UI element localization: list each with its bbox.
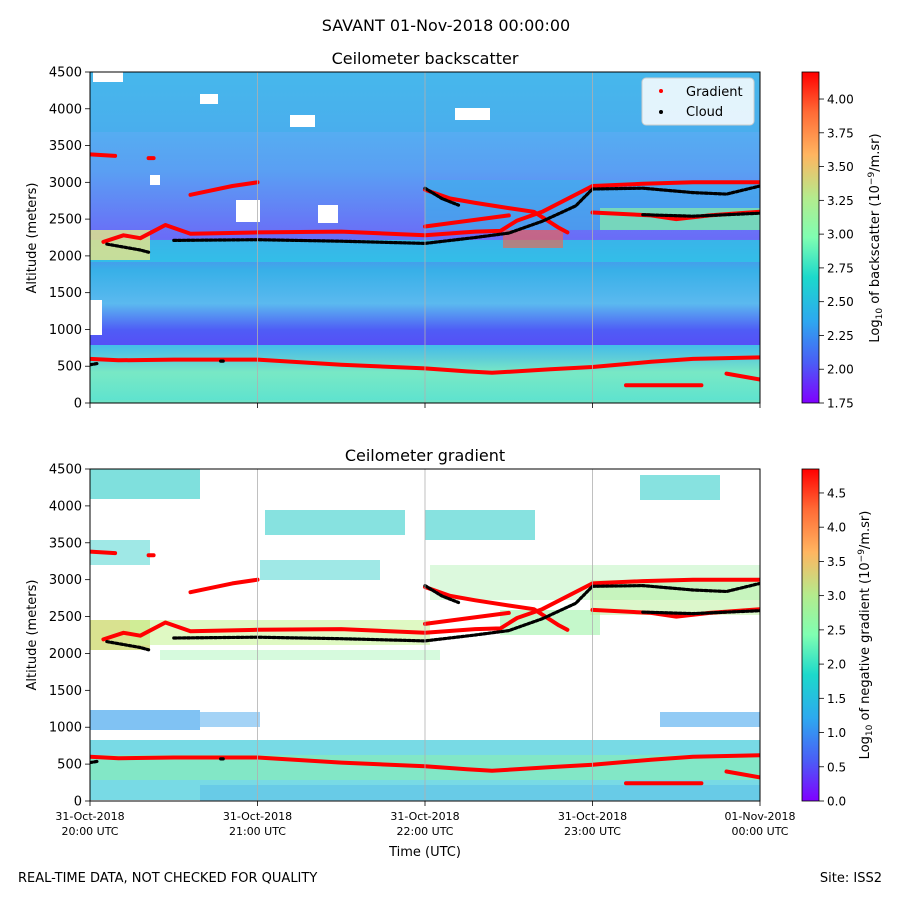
top-colorbar-tick-label-2.00: 2.00 <box>827 363 854 377</box>
bottom-y-tick-label-2500: 2500 <box>49 610 82 625</box>
x-tick-date-2: 31-Oct-2018 <box>390 810 459 823</box>
bottom-colorbar-tick-label-1.5: 1.5 <box>827 692 846 706</box>
x-tick-date-1: 31-Oct-2018 <box>223 810 292 823</box>
top-cloud-series-segment-1 <box>172 184 760 245</box>
bottom-y-tick-label-4000: 4000 <box>49 499 82 514</box>
top-cloud-series-segment-3 <box>641 211 760 218</box>
x-tick-time-1: 21:00 UTC <box>229 825 286 838</box>
top-y-tick-label-3000: 3000 <box>49 176 82 191</box>
figure-suptitle: SAVANT 01-Nov-2018 00:00:00 <box>322 16 570 35</box>
top-y-tick-label-1500: 1500 <box>49 286 82 301</box>
top-y-tick-label-500: 500 <box>57 360 82 375</box>
top-cloud-series-segment-2 <box>423 186 461 207</box>
bottom-y-tick-label-2000: 2000 <box>49 647 82 662</box>
bottom-gradient-series-segment-2 <box>423 585 570 632</box>
bottom-y-tick-label-3000: 3000 <box>49 573 82 588</box>
bottom-y-axis-label: Altitude (meters) <box>25 580 40 691</box>
top-colorbar-tick-label-2.25: 2.25 <box>827 329 854 343</box>
bottom-colorbar-tick-label-1.0: 1.0 <box>827 726 846 740</box>
x-tick-date-4: 01-Nov-2018 <box>724 810 795 823</box>
bottom-colorbar-tick-label-4.5: 4.5 <box>827 486 846 500</box>
x-tick-time-0: 20:00 UTC <box>61 825 118 838</box>
bottom-colorbar-tick-label-3.5: 3.5 <box>827 555 846 569</box>
top-y-tick-label-1000: 1000 <box>49 323 82 338</box>
bottom-y-tick-label-500: 500 <box>57 758 82 773</box>
bottom-series-layer <box>90 549 760 786</box>
colorbar-ticks: 1.752.002.252.502.753.003.253.503.754.00… <box>819 93 854 809</box>
bottom-gradient-series-segment-8 <box>90 549 118 556</box>
bottom-y-tick-label-4500: 4500 <box>49 463 82 478</box>
legend: Gradient Cloud <box>641 77 755 126</box>
top-gradient-series-segment-2 <box>423 187 570 235</box>
top-gradient-series-segment-4 <box>188 180 260 197</box>
top-y-axis-label: Altitude (meters) <box>25 183 40 294</box>
top-colorbar-tick-label-2.50: 2.50 <box>827 295 854 309</box>
x-tick-time-3: 23:00 UTC <box>564 825 621 838</box>
bottom-y-tick-label-1500: 1500 <box>49 684 82 699</box>
bottom-gradient-series-segment-4 <box>188 577 260 595</box>
x-tick-date-3: 31-Oct-2018 <box>558 810 627 823</box>
legend-cloud-label: Cloud <box>686 105 723 120</box>
top-colorbar-tick-label-3.75: 3.75 <box>827 126 854 140</box>
top-colorbar-tick-label-4.00: 4.00 <box>827 93 854 107</box>
top-colorbar <box>801 71 820 404</box>
bottom-y-tick-label-1000: 1000 <box>49 721 82 736</box>
x-tick-time-2: 22:00 UTC <box>396 825 453 838</box>
top-y-tick-label-2500: 2500 <box>49 213 82 228</box>
top-colorbar-label: Log10 of backscatter (10−9/m.sr) <box>867 133 885 342</box>
bottom-plot-frame <box>89 468 761 802</box>
top-chart-title: Ceilometer backscatter <box>332 49 519 68</box>
top-y-tick-label-2000: 2000 <box>49 249 82 264</box>
bottom-cloud-series-segment-2 <box>423 583 461 605</box>
footer-site: Site: ISS2 <box>820 871 882 886</box>
legend-cloud-marker <box>659 110 663 114</box>
bottom-colorbar-tick-label-2.0: 2.0 <box>827 658 846 672</box>
bottom-y-tick-label-0: 0 <box>74 795 82 810</box>
top-gradient-series-segment-7 <box>724 371 760 382</box>
bottom-cloud-series-segment-4 <box>90 759 101 765</box>
legend-box <box>641 77 755 126</box>
bottom-cloud-series-segment-3 <box>641 609 760 616</box>
top-y-tick-label-3500: 3500 <box>49 139 82 154</box>
x-tick-time-4: 00:00 UTC <box>731 825 788 838</box>
top-gradient-series-segment-0 <box>90 355 760 375</box>
footer-quality-note: REAL-TIME DATA, NOT CHECKED FOR QUALITY <box>18 871 317 886</box>
top-cloud-series-segment-0 <box>105 242 151 254</box>
legend-gradient-label: Gradient <box>686 85 743 100</box>
bottom-cloud-series-segment-1 <box>172 581 760 643</box>
top-gradient-series-segment-3 <box>423 213 511 229</box>
top-colorbar-tick-label-1.75: 1.75 <box>827 397 854 411</box>
x-tick-date-0: 31-Oct-2018 <box>55 810 124 823</box>
legend-gradient-marker <box>659 89 663 93</box>
top-y-tick-label-4000: 4000 <box>49 102 82 117</box>
top-colorbar-tick-label-3.50: 3.50 <box>827 160 854 174</box>
top-plot-frame <box>89 71 761 404</box>
top-cloud-series-segment-4 <box>90 361 101 367</box>
bottom-colorbar-tick-label-0.5: 0.5 <box>827 760 846 774</box>
top-series-layer <box>90 152 760 388</box>
bottom-colorbar-label: Log10 of negative gradient (10−9/m.sr) <box>857 511 875 760</box>
top-y-tick-label-4500: 4500 <box>49 66 82 81</box>
bottom-colorbar-tick-label-2.5: 2.5 <box>827 623 846 637</box>
bottom-gradient-series-segment-1 <box>101 577 760 642</box>
bottom-colorbar <box>801 468 820 802</box>
bottom-colorbar-tick-label-3.0: 3.0 <box>827 589 846 603</box>
top-colorbar-tick-label-3.25: 3.25 <box>827 194 854 208</box>
top-colorbar-tick-label-2.75: 2.75 <box>827 261 854 275</box>
bottom-gradient-series-segment-7 <box>724 769 760 780</box>
bottom-chart-title: Ceilometer gradient <box>345 446 505 465</box>
top-colorbar-tick-label-3.00: 3.00 <box>827 228 854 242</box>
axes: 0 500 1000 1500 2000 2500 3000 3500 4000 4500 0 500… <box>49 66 796 839</box>
bottom-y-tick-label-3500: 3500 <box>49 536 82 551</box>
top-gradient-series-segment-8 <box>90 152 118 158</box>
bottom-cloud-series-segment-0 <box>105 639 151 652</box>
bottom-gradient-series-segment-3 <box>423 610 511 626</box>
x-axis-label: Time (UTC) <box>388 845 461 860</box>
top-gradient-series-segment-1 <box>101 180 760 244</box>
bottom-colorbar-tick-label-4.0: 4.0 <box>827 521 846 535</box>
top-y-tick-label-0: 0 <box>74 397 82 412</box>
bottom-colorbar-tick-label-0.0: 0.0 <box>827 795 846 809</box>
bottom-gradient-series-segment-0 <box>90 753 760 773</box>
